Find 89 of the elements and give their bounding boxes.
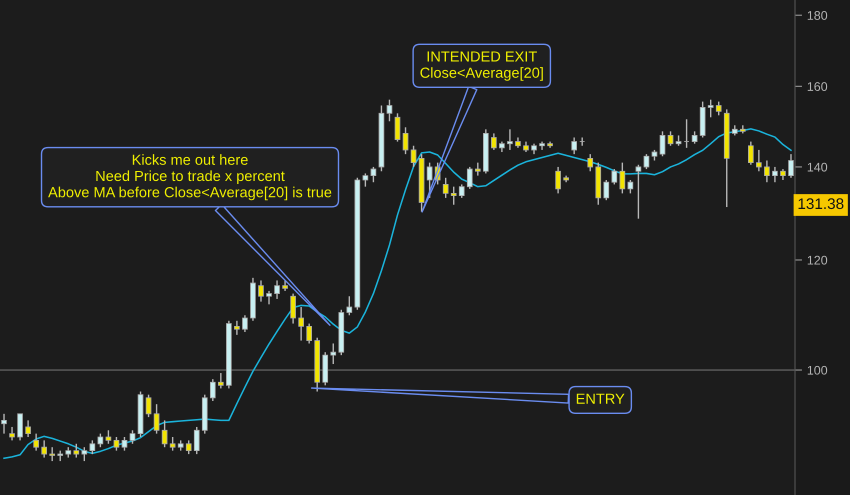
candlestick (234, 320, 240, 336)
candlestick (90, 440, 96, 455)
candlestick (579, 136, 586, 146)
annotation: Kicks me out here Need Price to trade x percent Above MA before Close<Average[20] is true (48, 154, 332, 200)
candlestick (178, 440, 184, 452)
candlestick (676, 134, 682, 146)
candlestick (266, 290, 272, 306)
candlestick (346, 296, 352, 316)
candlestick (692, 130, 698, 144)
candlestick (587, 153, 594, 172)
candlestick (716, 100, 722, 116)
candlestick (25, 420, 31, 438)
y-tick-label: 160 (808, 82, 828, 91)
candlestick (394, 112, 400, 142)
candlestick (684, 118, 690, 149)
candlestick (81, 446, 88, 462)
candlestick (57, 450, 64, 462)
candlestick (106, 430, 112, 444)
y-tick-label: 180 (808, 11, 828, 20)
candlestick (17, 413, 23, 442)
candlestick (499, 140, 505, 153)
candlestick (1, 413, 7, 434)
candlestick (515, 136, 521, 149)
candlestick (491, 132, 497, 151)
candlestick (531, 142, 537, 155)
candlestick (162, 420, 168, 448)
candlestick (450, 186, 457, 206)
candlestick (466, 166, 473, 190)
candlestick (114, 436, 120, 452)
candlestick (756, 149, 762, 172)
candlestick (98, 432, 104, 448)
candlestick (146, 394, 152, 418)
candlestick (130, 430, 136, 444)
candlestick (330, 342, 336, 365)
candlestick (218, 372, 224, 390)
candlestick (73, 443, 80, 458)
candlestick (41, 440, 47, 458)
candlestick (122, 436, 128, 452)
y-tick-label: 100 (808, 366, 828, 375)
candlestick (668, 130, 674, 146)
candlestick (611, 168, 618, 186)
candlestick (660, 130, 666, 157)
candlestick (603, 179, 610, 201)
candlestick (628, 179, 634, 194)
candlestick (402, 126, 408, 155)
candlestick (410, 145, 416, 168)
candlestick (620, 162, 626, 194)
candlestick (33, 432, 39, 452)
candlestick (523, 140, 529, 153)
y-tick-label: 120 (808, 256, 828, 265)
candlestick (242, 314, 248, 333)
candlestick (194, 426, 200, 455)
candlestick (652, 149, 658, 162)
candlestick (274, 280, 280, 300)
candlestick (748, 140, 754, 166)
annotation: ENTRY (576, 394, 624, 404)
candlestick (306, 322, 312, 344)
candlestick (636, 164, 642, 220)
candlestick (298, 306, 304, 342)
candlestick (186, 440, 192, 455)
candlestick (644, 153, 650, 170)
candlestick (170, 436, 176, 452)
candlestick (386, 98, 392, 122)
candlestick (65, 446, 72, 458)
candlestick (764, 160, 770, 183)
candlestick (49, 446, 56, 462)
line-series (3, 128, 792, 460)
candlestick (290, 292, 296, 324)
candlestick (154, 403, 160, 434)
candlestick (474, 162, 481, 176)
candlestick (780, 168, 786, 181)
candlestick (258, 280, 264, 302)
candlestick (772, 166, 778, 183)
candlestick (210, 378, 216, 402)
candlestick (507, 128, 513, 151)
candlestick (442, 177, 449, 199)
candlestick (732, 124, 738, 136)
annotation: INTENDED EXIT Close<Average[20] (420, 51, 543, 81)
y-tick-label: 140 (808, 162, 828, 172)
candlestick (555, 166, 561, 194)
candlestick (426, 162, 432, 199)
candlestick (9, 426, 15, 442)
candlestick (708, 98, 714, 118)
candlestick (571, 136, 577, 155)
candlestick (458, 184, 465, 199)
candlestick (370, 166, 376, 183)
candlestick (788, 153, 794, 179)
candlestick (362, 172, 368, 188)
text: 131.38 (798, 198, 844, 210)
